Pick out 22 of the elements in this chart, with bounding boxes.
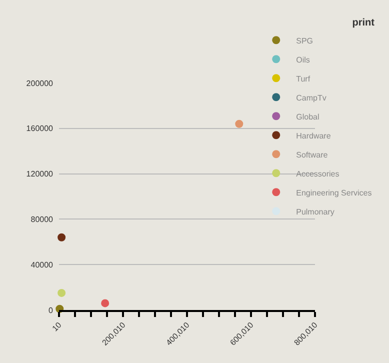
legend-title: print [352, 18, 376, 29]
y-tick-label: 80000 [30, 215, 54, 224]
point [235, 120, 244, 128]
point [101, 299, 110, 308]
legend-label: Software [296, 150, 328, 160]
legend-label: Global [296, 112, 320, 122]
y-tick-label: 200000 [26, 78, 54, 88]
point [58, 233, 66, 242]
legend-label: Oils [296, 55, 310, 64]
legend-label: SPG [296, 36, 314, 46]
point [58, 288, 66, 297]
legend-label: Accessories [296, 169, 340, 178]
legend-label: Engineering Services [296, 188, 372, 198]
legend-label: Pulmonary [296, 207, 334, 216]
y-tick-label: 0 [48, 306, 54, 315]
legend-label: Turf [296, 74, 311, 84]
y-tick-label: 160000 [26, 124, 54, 134]
legend-label: CampTv [296, 93, 326, 102]
y-tick-label: 40000 [30, 260, 54, 270]
y-tick-label: 120000 [26, 170, 54, 179]
x-tick-label: 10 [50, 320, 64, 334]
legend-label: Hardware [296, 131, 332, 140]
